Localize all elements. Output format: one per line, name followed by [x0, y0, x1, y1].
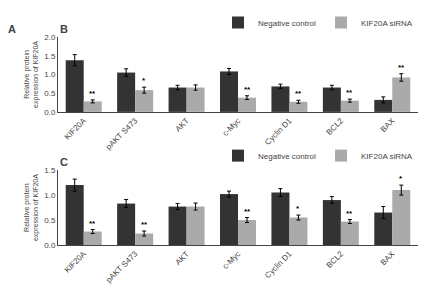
svg-text:**: **	[244, 85, 251, 94]
svg-text:Negative control: Negative control	[258, 152, 316, 161]
svg-text:pAKT S473: pAKT S473	[104, 116, 140, 152]
svg-text:BCL2: BCL2	[325, 249, 346, 270]
svg-text:Negative control: Negative control	[258, 19, 316, 28]
svg-text:KIF20A: KIF20A	[63, 116, 89, 142]
svg-text:**: **	[346, 88, 353, 97]
svg-text:**: **	[295, 89, 302, 98]
svg-text:**: **	[398, 63, 405, 72]
svg-text:**: **	[89, 89, 96, 98]
svg-text:c-Myc: c-Myc	[221, 116, 242, 137]
svg-text:Cyclin D1: Cyclin D1	[263, 116, 294, 147]
svg-text:**: **	[346, 209, 353, 218]
svg-text:0.5: 0.5	[44, 216, 56, 225]
svg-text:AKT: AKT	[173, 116, 190, 133]
svg-text:AKT: AKT	[173, 249, 190, 266]
svg-text:Relative proteinexpression of: Relative proteinexpression of KIF20A	[23, 174, 40, 241]
svg-text:*: *	[142, 76, 146, 85]
svg-text:BAX: BAX	[379, 116, 397, 134]
svg-text:1.0: 1.0	[44, 70, 56, 79]
svg-text:*: *	[296, 204, 300, 213]
svg-text:0.0: 0.0	[44, 241, 56, 250]
svg-text:Relative proteinexpression of: Relative proteinexpression of KIF20A	[23, 41, 40, 108]
svg-text:A: A	[8, 23, 16, 35]
svg-text:pAKT S473: pAKT S473	[104, 249, 140, 285]
svg-text:KIF20A: KIF20A	[63, 249, 89, 275]
svg-text:KIF20A siRNA: KIF20A siRNA	[361, 19, 413, 28]
svg-text:C: C	[60, 156, 68, 168]
svg-text:**: **	[89, 219, 96, 228]
svg-text:0.0: 0.0	[44, 108, 56, 117]
svg-text:2.0: 2.0	[44, 33, 56, 42]
svg-text:B: B	[60, 23, 68, 35]
svg-text:Cyclin D1: Cyclin D1	[263, 249, 294, 280]
svg-text:**: **	[141, 220, 148, 229]
svg-text:1.5: 1.5	[44, 52, 56, 61]
svg-text:KIF20A siRNA: KIF20A siRNA	[361, 152, 413, 161]
svg-text:0.5: 0.5	[44, 89, 56, 98]
svg-text:1.5: 1.5	[44, 166, 56, 175]
svg-text:c-Myc: c-Myc	[221, 249, 242, 270]
svg-text:BAX: BAX	[379, 249, 397, 267]
svg-text:BCL2: BCL2	[325, 116, 346, 137]
svg-text:*: *	[399, 174, 403, 183]
svg-text:1.0: 1.0	[44, 191, 56, 200]
svg-text:**: **	[244, 207, 251, 216]
